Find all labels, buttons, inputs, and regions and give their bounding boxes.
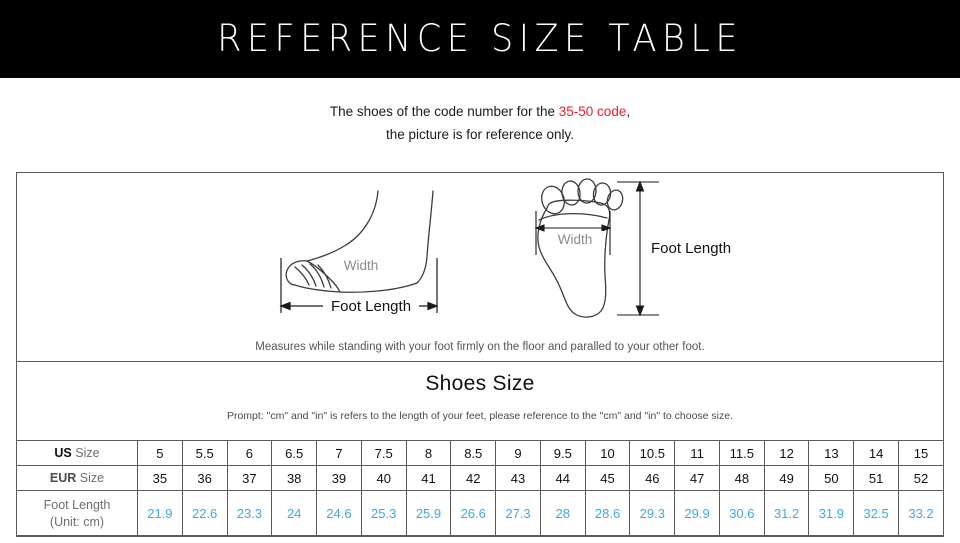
cell-us-6: 8 [405,440,452,466]
shoes-size-prompt: Prompt: "cm" and "in" is refers to the l… [226,410,734,422]
page-title: REFERENCE SIZE TABLE [217,16,743,61]
cell-eur-8: 43 [495,465,541,491]
subtitle-highlight: 35-50 code [558,104,627,119]
cell-eur-3: 38 [271,465,318,491]
cell-cm-5: 25.3 [360,490,407,537]
cell-cm-2: 23.3 [226,490,273,537]
cell-eur-4: 39 [316,465,362,491]
cell-eur-1: 36 [181,465,228,491]
row-label-us-rest: Size [71,446,100,460]
foot-top-view-diagram: Width Foot Length [509,173,739,328]
cell-us-3: 6.5 [271,440,318,466]
row-label-us: US Size [16,440,138,466]
cell-eur-14: 49 [763,465,810,491]
foot-top-view-svg: Width Foot Length [534,178,731,318]
foot-top-width-label: Width [558,232,593,247]
size-chart-box: Foot Length Width [16,172,944,537]
subtitle-line-1-before: The shoes of the code number for the [329,104,559,119]
cell-cm-11: 29.3 [629,490,676,537]
row-label-foot-length: Foot Length (Unit: cm) [16,490,138,537]
cell-us-5: 7.5 [360,440,407,466]
cell-us-11: 10.5 [629,440,676,466]
cell-cm-10: 28.6 [584,490,631,537]
cell-eur-2: 37 [226,465,273,491]
subtitle-line-1: The shoes of the code number for the 35-… [0,100,960,123]
table-row-foot-length: Foot Length (Unit: cm) 21.9 22.6 23.3 24 … [16,490,944,537]
cell-eur-11: 46 [629,465,676,491]
cell-eur-17: 52 [898,465,944,491]
cell-cm-6: 25.9 [405,490,452,537]
cell-eur-10: 45 [584,465,631,491]
cell-us-1: 5.5 [181,440,228,466]
foot-side-length-label: Foot Length [331,298,411,315]
title-banner: REFERENCE SIZE TABLE [0,0,960,78]
row-label-eur-strong: EUR [49,471,77,485]
row-label-foot-length-line2: (Unit: cm) [49,514,105,529]
table-row-us: US Size 5 5.5 6 6.5 7 7.5 8 8.5 9 9.5 10… [16,440,944,466]
foot-side-view-diagram: Foot Length Width [245,173,465,328]
cell-eur-0: 35 [137,465,183,491]
size-table-body: US Size 5 5.5 6 6.5 7 7.5 8 8.5 9 9.5 10… [16,440,944,537]
row-label-us-strong: US [54,446,72,460]
cell-us-10: 10 [584,440,631,466]
cell-eur-15: 50 [808,465,855,491]
foot-diagram-section: Foot Length Width [17,173,943,362]
cell-cm-15: 31.9 [808,490,855,537]
cell-cm-9: 28 [539,490,586,537]
cell-eur-13: 48 [718,465,765,491]
subtitle-line-1-after: , [626,104,631,119]
subtitle-text: The shoes of the code number for the 35-… [0,100,960,146]
foot-top-length-label: Foot Length [651,240,731,257]
cell-eur-9: 44 [539,465,586,491]
foot-diagrams: Foot Length Width [17,173,943,328]
size-table: US Size 5 5.5 6 6.5 7 7.5 8 8.5 9 9.5 10… [16,440,944,537]
table-row-eur: EUR Size 35 36 37 38 39 40 41 42 43 44 4… [16,465,944,491]
cell-cm-8: 27.3 [495,490,541,537]
foot-side-view-svg: Foot Length Width [279,190,439,315]
row-label-eur: EUR Size [16,465,138,491]
row-label-eur-rest: Size [76,471,105,485]
cell-us-12: 11 [674,440,720,466]
subtitle-line-2: the picture is for reference only. [385,127,575,142]
cell-cm-7: 26.6 [450,490,497,537]
cell-us-14: 12 [763,440,810,466]
cell-us-0: 5 [137,440,183,466]
cell-eur-12: 47 [674,465,720,491]
cell-us-17: 15 [898,440,944,466]
cell-eur-5: 40 [360,465,407,491]
cell-cm-0: 21.9 [137,490,183,537]
cell-us-16: 14 [853,440,900,466]
cell-us-4: 7 [316,440,362,466]
cell-eur-6: 41 [405,465,452,491]
cell-cm-3: 24 [271,490,318,537]
cell-us-7: 8.5 [450,440,497,466]
cell-eur-7: 42 [450,465,497,491]
cell-cm-1: 22.6 [181,490,228,537]
cell-us-2: 6 [226,440,273,466]
cell-us-13: 11.5 [718,440,765,466]
shoes-size-heading: Shoes Size [425,372,535,395]
cell-us-15: 13 [808,440,855,466]
cell-cm-13: 30.6 [718,490,765,537]
cell-cm-12: 29.9 [674,490,720,537]
row-label-foot-length-line1: Foot Length [43,497,111,512]
cell-eur-16: 51 [853,465,900,491]
cell-cm-14: 31.2 [763,490,810,537]
cell-us-9: 9.5 [539,440,586,466]
cell-cm-17: 33.2 [898,490,944,537]
foot-side-width-label: Width [344,258,379,273]
cell-cm-4: 24.6 [316,490,362,537]
cell-us-8: 9 [495,440,541,466]
cell-cm-16: 32.5 [853,490,900,537]
diagram-caption: Measures while standing with your foot f… [255,341,705,353]
